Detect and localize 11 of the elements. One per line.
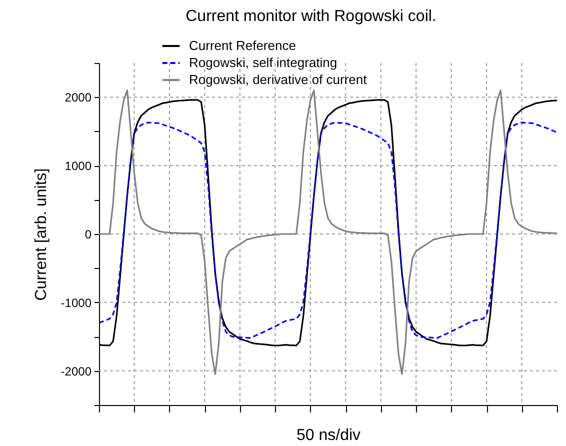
- y-tick-label: 1000: [64, 159, 92, 174]
- y-tick-label: -1000: [60, 296, 92, 310]
- legend-label: Rogowski, self integrating: [189, 55, 338, 70]
- y-tick-label: 2000: [64, 90, 92, 105]
- y-tick-label: 0: [84, 228, 92, 242]
- chart-title: Current monitor with Rogowski coil.: [186, 8, 436, 25]
- y-axis-title: Current [arb. units]: [32, 168, 50, 301]
- legend-label: Rogowski, derivative of current: [189, 72, 368, 87]
- legend-label: Current Reference: [189, 38, 296, 53]
- x-axis-title: 50 ns/div: [296, 427, 361, 444]
- y-tick-label: -2000: [60, 364, 92, 378]
